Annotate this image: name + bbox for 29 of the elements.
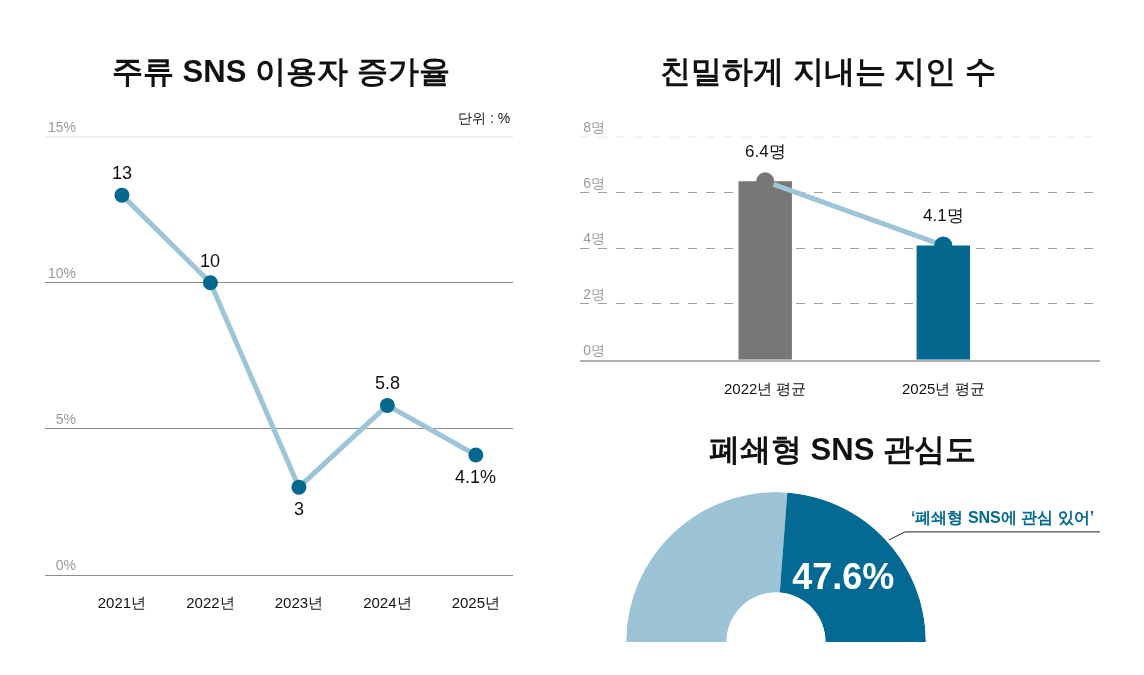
x-tick-label: 2022년 [186, 593, 235, 611]
data-label: 3 [294, 499, 305, 519]
chart-title: 친밀하게 지내는 지인 수 [660, 54, 996, 89]
data-label: 4.1명 [923, 206, 964, 225]
x-tick-label: 2025년 평균 [902, 379, 985, 397]
x-tick-label: 2025년 [451, 593, 501, 611]
x-tick-label: 2023년 [274, 593, 324, 611]
data-label: 13 [112, 163, 133, 183]
slice-label: ‘폐쇄형 SNS에 관심 있어’ [911, 509, 1095, 526]
chart-title: 주류 SNS 이용자 증가율 [112, 54, 450, 89]
data-label: 47.6% [792, 555, 895, 597]
y-tick-label: 4명 [583, 230, 605, 247]
x-tick-label: 2022년 평균 [723, 379, 807, 397]
y-tick-label: 0명 [583, 341, 605, 358]
y-tick-label: 0% [55, 556, 76, 573]
data-label: 6.4명 [745, 142, 786, 161]
data-label: 10 [200, 251, 221, 271]
x-tick-label: 2024년 [363, 593, 412, 611]
text: 단위 : % [458, 110, 511, 126]
chart-title: 폐쇄형 SNS 관심도 [709, 432, 976, 467]
y-tick-label: 6명 [583, 174, 605, 191]
y-tick-label: 8명 [583, 118, 605, 135]
y-tick-label: 10% [47, 264, 76, 281]
data-label: 4.1% [455, 467, 497, 487]
x-tick-label: 2021년 [97, 593, 147, 611]
y-tick-label: 5% [55, 410, 76, 427]
y-tick-label: 2명 [583, 286, 605, 303]
data-label: 5.8 [375, 373, 401, 393]
y-tick-label: 15% [47, 118, 76, 135]
